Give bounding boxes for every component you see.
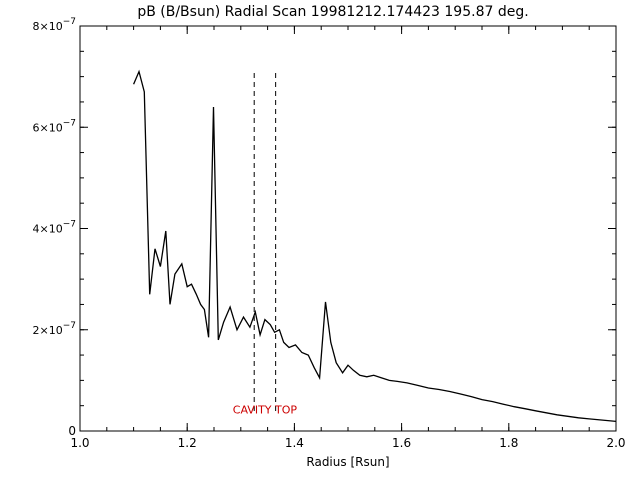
y-tick-label: 2×10−7 bbox=[33, 321, 77, 337]
x-tick-label: 1.2 bbox=[178, 436, 197, 450]
y-tick-label: 4×10−7 bbox=[33, 220, 77, 236]
plot-frame bbox=[79, 25, 617, 432]
x-tick-label: 1.8 bbox=[499, 436, 518, 450]
y-axis-ticks: 0 2×10−7 4×10−7 6×10−7 8×10−7 bbox=[33, 17, 616, 438]
chart-title: pB (B/Bsun) Radial Scan 19981212.174423 … bbox=[137, 4, 528, 20]
x-tick-label: 1.0 bbox=[70, 436, 89, 450]
x-tick-label: 2.0 bbox=[606, 436, 625, 450]
x-tick-label: 1.6 bbox=[392, 436, 411, 450]
y-tick-label: 8×10−7 bbox=[33, 17, 77, 33]
y-tick-label: 0 bbox=[68, 424, 76, 438]
x-axis-ticks: 1.0 1.2 1.4 1.6 1.8 2.0 bbox=[70, 26, 626, 450]
cavity-top-annotation: CAVITY TOP bbox=[233, 403, 298, 416]
pb-radial-profile-line bbox=[133, 69, 617, 423]
x-axis-label: Radius [Rsun] bbox=[306, 455, 389, 469]
cavity-markers bbox=[253, 69, 277, 411]
data-series bbox=[133, 69, 617, 423]
y-tick-label: 6×10−7 bbox=[33, 118, 77, 134]
x-tick-label: 1.4 bbox=[285, 436, 304, 450]
